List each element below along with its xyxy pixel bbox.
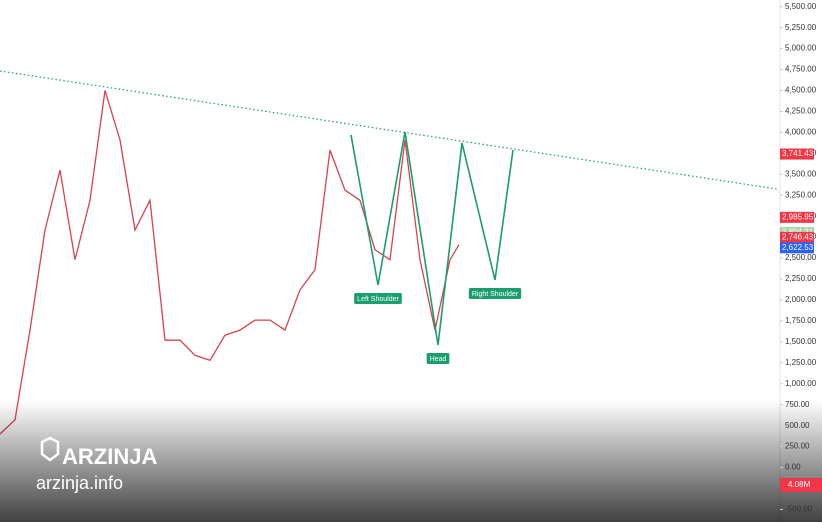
y-tick-label: 4,500.00 [785,86,817,95]
y-tick-label: 1,750.00 [785,316,817,325]
y-tick-label: 5,250.00 [785,23,817,32]
y-tick-label: 5,000.00 [785,44,817,53]
annotation-box [354,292,402,304]
bottom-fade [0,400,822,522]
watermark: ARZINJA arzinja.info [36,436,157,493]
y-tick-label: 1,000.00 [785,379,817,388]
y-tick-label: 250.00 [785,442,810,451]
y-tick-label: 5,500.00 [785,2,817,11]
logo [40,436,60,462]
annotation: Head [430,356,447,363]
y-tick-label: 0.00 [785,463,801,472]
y-tick-label: 1,250.00 [785,358,817,367]
price-label: 2,985.95 [782,212,814,221]
price-label: 2,622.53 [782,243,814,252]
y-tick-label: 4,000.00 [785,127,817,136]
pattern-line [350,131,514,346]
price-tag [780,148,814,160]
y-tick-label: 500.00 [785,421,810,430]
y-tick-label: 750.00 [785,400,810,409]
site: arzinja.info [36,473,123,493]
y-tick-label: 4,750.00 [785,65,817,74]
price-tag [780,231,814,243]
y-tick-label: 2,250.00 [785,274,817,283]
y-tick-label: 3,500.00 [785,169,817,178]
y-tick-label: -500.00 [785,505,813,514]
volume-tag [780,478,822,492]
price-tag [780,211,814,223]
price-tag [780,242,814,254]
price-label: 3,741.43 [782,149,814,158]
price-line [0,90,460,435]
volume-label: 4.08M [788,480,811,489]
price-label: 2,746.43 [782,233,814,242]
trendline [0,70,778,190]
brand: ARZINJA [62,444,157,469]
annotation-box [468,288,522,300]
annotation: Right Shoulder [472,291,519,298]
y-tick-label: 3,250.00 [785,190,817,199]
y-tick-label: 2,000.00 [785,295,817,304]
y-tick-label: 2,500.00 [785,253,817,262]
plot: Left Shoulder Head Right Shoulder [0,70,778,435]
y-tick-label: 1,500.00 [785,337,817,346]
y-tick-label: 4,250.00 [785,107,817,116]
annotation: Left Shoulder [357,296,399,303]
annotation-box [426,352,450,364]
